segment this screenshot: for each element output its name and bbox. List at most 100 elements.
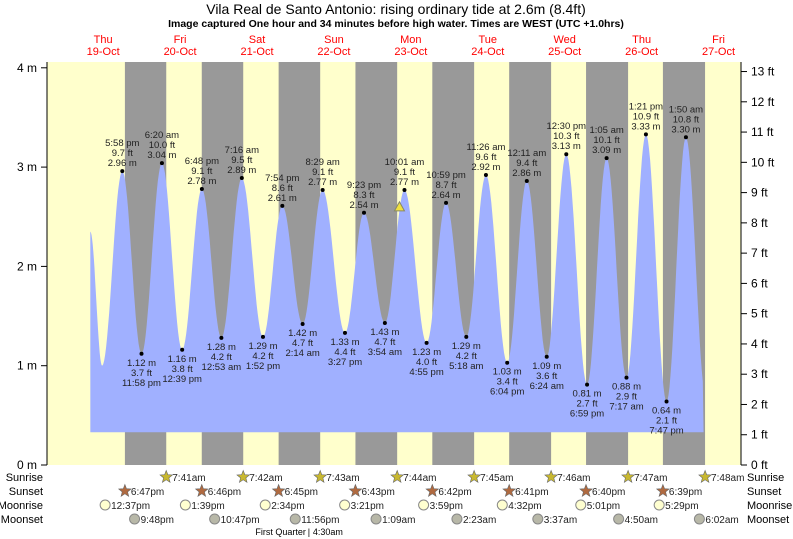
high-tide-point [524, 179, 529, 184]
moonrise-icon [259, 499, 271, 511]
low-tide-label: 1.12 m [127, 358, 156, 369]
low-tide-label: 2.7 ft [576, 399, 597, 410]
high-tide-point [683, 135, 688, 140]
low-tide-label: 4.0 ft [416, 357, 437, 368]
high-tide-point [444, 200, 449, 205]
high-tide-point [159, 161, 164, 166]
low-tide-label: 4.7 ft [374, 337, 395, 348]
day-label: Sun [324, 34, 344, 46]
high-tide-label: 3.09 m [592, 145, 621, 156]
astro-rows: Sunrise Sunrise 7:41am 7:42am 7:43am 7:44am 7:… [0, 469, 792, 537]
moonrise-icon [575, 499, 587, 511]
day-label: Fri [174, 34, 187, 46]
sunset-time: 6:39pm [669, 487, 702, 498]
high-tide-label: 7:54 pm [265, 173, 299, 184]
current-tide-marker [393, 200, 406, 212]
moonset-time: 4:50am [625, 515, 658, 526]
low-tide-label: 1.28 m [207, 342, 236, 353]
low-tide-point [219, 335, 224, 340]
sunrise-time: 7:44am [403, 473, 436, 484]
moonrise-time: 5:29pm [665, 501, 698, 512]
high-tide-label: 3.04 m [147, 150, 176, 161]
high-tide-label: 12:30 pm [546, 121, 586, 132]
low-tide-label: 1.43 m [370, 327, 399, 338]
high-tide-label: 2.64 m [432, 190, 461, 201]
sunrise-time: 7:47am [634, 473, 667, 484]
y-tick-label-ft: 5 ft [751, 307, 768, 321]
high-tide-label: 9.5 ft [231, 155, 252, 166]
low-tide-label: 2.9 ft [616, 392, 637, 403]
low-tide-label: 4.2 ft [456, 351, 477, 362]
high-tide-label: 3.13 m [552, 141, 581, 152]
sunrise-icon [467, 469, 482, 483]
high-tide-label: 8.3 ft [353, 190, 374, 201]
high-tide-point [402, 187, 407, 192]
low-tide-label: 1.33 m [330, 337, 359, 348]
high-tide-point [280, 203, 285, 208]
high-tide-label: 9:23 pm [347, 180, 381, 191]
high-tide-label: 2.77 m [308, 177, 337, 188]
high-tide-label: 2.89 m [227, 165, 256, 176]
low-tide-point [424, 340, 429, 345]
low-tide-label: 1.03 m [493, 367, 522, 378]
tide-curve [90, 134, 704, 433]
low-tide-label: 1:52 pm [246, 361, 280, 372]
date-label: 24-Oct [471, 46, 504, 58]
sunset-time: 6:43pm [361, 487, 394, 498]
low-tide-label: 7:47 pm [649, 425, 683, 436]
sunrise-icon [621, 469, 636, 483]
high-tide-label: 1:05 am [589, 125, 623, 136]
low-tide-label: 0.81 m [573, 389, 602, 400]
sunset-icon [117, 483, 132, 497]
day-label: Thu [632, 34, 651, 46]
sunrise-icon [698, 469, 712, 483]
high-tide-label: 1:50 am [669, 104, 703, 115]
high-tide-point [564, 152, 569, 157]
high-tide-label: 12:11 am [507, 148, 546, 159]
low-tide-label: 1.42 m [288, 328, 317, 339]
high-tide-point [361, 210, 366, 215]
moonset-icon [613, 513, 625, 525]
low-tide-label: 3:27 pm [328, 357, 362, 368]
high-tide-label: 2.54 m [349, 200, 378, 211]
low-tide-label: 2.1 ft [656, 415, 677, 426]
low-tide-label: 6:59 pm [570, 409, 604, 420]
sunset-row-label-right: Sunset [747, 486, 781, 498]
sunset-time: 6:46pm [208, 487, 241, 498]
moonrise-time: 4:32pm [508, 501, 541, 512]
y-tick-label-m: 1 m [17, 359, 37, 373]
sunset-time: 6:45pm [285, 487, 318, 498]
high-tide-label: 10.9 ft [633, 111, 660, 122]
low-tide-label: 3:54 am [368, 347, 402, 358]
low-tide-label: 12:39 pm [162, 374, 202, 385]
moonset-icon [532, 513, 544, 525]
y-tick-label-ft: 4 ft [751, 337, 768, 351]
moonrise-icon [418, 499, 430, 511]
high-tide-label: 2.61 m [268, 193, 297, 204]
moonset-time: 6:02am [705, 515, 738, 526]
high-tide-label: 8.6 ft [272, 183, 293, 194]
sunset-icon [655, 483, 670, 497]
low-tide-label: 3.6 ft [536, 371, 557, 382]
moonset-row-label: Moonset [1, 514, 43, 526]
sunrise-icon [159, 469, 174, 483]
high-tide-label: 2.78 m [187, 176, 216, 187]
day-label: Sat [249, 34, 266, 46]
y-tick-label-ft: 12 ft [751, 95, 775, 109]
moonrise-time: 3:59pm [430, 501, 463, 512]
y-tick-label-ft: 11 ft [751, 125, 774, 139]
low-tide-point [260, 334, 265, 339]
y-tick-label-ft: 2 ft [751, 397, 768, 411]
high-tide-label: 3.30 m [671, 124, 700, 135]
low-tide-label: 3.8 ft [172, 364, 193, 375]
sunrise-time: 7:43am [326, 473, 359, 484]
y-tick-label-m: 2 m [17, 259, 37, 273]
sunset-icon [271, 483, 286, 497]
low-tide-label: 1.29 m [452, 341, 481, 352]
date-label: 26-Oct [625, 46, 658, 58]
low-tide-point [505, 360, 510, 365]
low-tide-label: 12:53 am [202, 362, 242, 373]
y-tick-label-ft: 10 ft [751, 155, 775, 169]
low-tide-label: 4.4 ft [334, 347, 355, 358]
low-tide-label: 4.7 ft [292, 338, 313, 349]
